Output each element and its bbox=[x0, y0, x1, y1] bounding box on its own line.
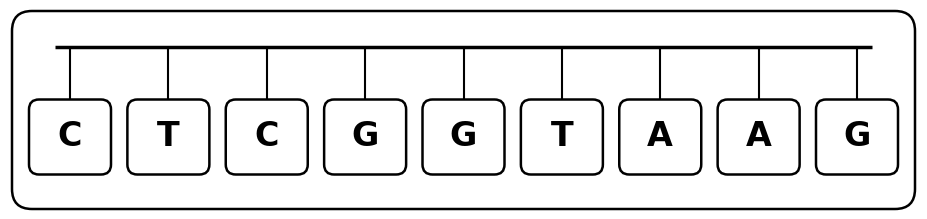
FancyBboxPatch shape bbox=[127, 99, 210, 175]
Text: G: G bbox=[351, 120, 379, 154]
Text: A: A bbox=[647, 120, 673, 154]
FancyBboxPatch shape bbox=[717, 99, 800, 175]
Text: A: A bbox=[745, 120, 771, 154]
Text: T: T bbox=[157, 120, 180, 154]
FancyBboxPatch shape bbox=[423, 99, 504, 175]
FancyBboxPatch shape bbox=[521, 99, 603, 175]
FancyBboxPatch shape bbox=[226, 99, 308, 175]
FancyBboxPatch shape bbox=[619, 99, 701, 175]
Text: C: C bbox=[255, 120, 279, 154]
Text: G: G bbox=[844, 120, 870, 154]
FancyBboxPatch shape bbox=[816, 99, 898, 175]
FancyBboxPatch shape bbox=[12, 11, 915, 209]
FancyBboxPatch shape bbox=[29, 99, 111, 175]
Text: T: T bbox=[551, 120, 573, 154]
Text: G: G bbox=[450, 120, 477, 154]
FancyBboxPatch shape bbox=[324, 99, 406, 175]
Text: C: C bbox=[57, 120, 83, 154]
